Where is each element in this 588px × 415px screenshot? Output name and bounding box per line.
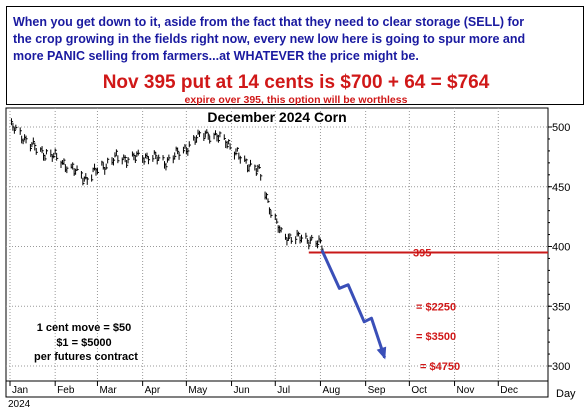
header-panel: When you get down to it, aside from the … (6, 6, 584, 106)
y-tick-label: 350 (552, 301, 570, 313)
y-axis: 300 350 400 450 500 (548, 122, 570, 373)
note-line: 1 cent move = $50 (37, 322, 131, 334)
grid (6, 108, 548, 381)
projection-group (320, 249, 387, 360)
subline: expire over 395, this option will be wor… (184, 94, 408, 106)
target-label: = $4750 (420, 361, 460, 373)
y-tick-label: 300 (552, 361, 570, 373)
x-tick-label: Feb (57, 385, 75, 396)
x-tick-label: May (188, 385, 207, 396)
x-tick-label: Nov (457, 385, 475, 396)
x-axis: Jan Feb Mar Apr May Jun Jul Aug Sep Oct Nov Dec 2024… (5, 380, 576, 410)
x-tick-label: Jun (234, 385, 250, 396)
x-year-label: 2024 (8, 399, 31, 410)
annotations: = $2250 = $3500 = $4750 1 cent move = $50 $1… (34, 301, 460, 373)
projection-arrowhead (376, 346, 387, 360)
x-tick-label: Jul (277, 385, 290, 396)
x-tick-label: Aug (322, 385, 340, 396)
strike-label: 395 (413, 247, 431, 259)
note-line: per futures contract (34, 351, 138, 363)
target-label: = $2250 (416, 301, 456, 313)
x-unit-label: Day (556, 388, 576, 400)
intro-text: When you get down to it, aside from the … (13, 14, 579, 65)
x-tick-label: Jan (12, 385, 28, 396)
intro-line: more PANIC selling from farmers...at WHA… (13, 49, 419, 63)
y-tick-label: 450 (552, 182, 570, 194)
chart-title: December 2024 Corn (207, 109, 346, 125)
x-tick-label: Dec (500, 385, 518, 396)
intro-line: the crop growing in the fields right now… (13, 32, 526, 46)
headline: Nov 395 put at 14 cents is $700 + 64 = $… (102, 72, 490, 93)
y-tick-label: 400 (552, 242, 570, 254)
x-tick-label: Oct (411, 385, 427, 396)
strike-line-group: 395 (308, 247, 548, 259)
x-tick-label: Sep (368, 385, 386, 396)
projection-line (320, 249, 387, 359)
y-tick-label: 500 (552, 122, 570, 134)
x-tick-label: Apr (145, 385, 161, 396)
target-label: = $3500 (416, 331, 456, 343)
x-tick-label: Mar (99, 385, 117, 396)
price-series (10, 118, 324, 253)
note-line: $1 = $5000 (56, 337, 111, 349)
plot-area (5, 107, 549, 382)
intro-line: When you get down to it, aside from the … (13, 15, 525, 29)
